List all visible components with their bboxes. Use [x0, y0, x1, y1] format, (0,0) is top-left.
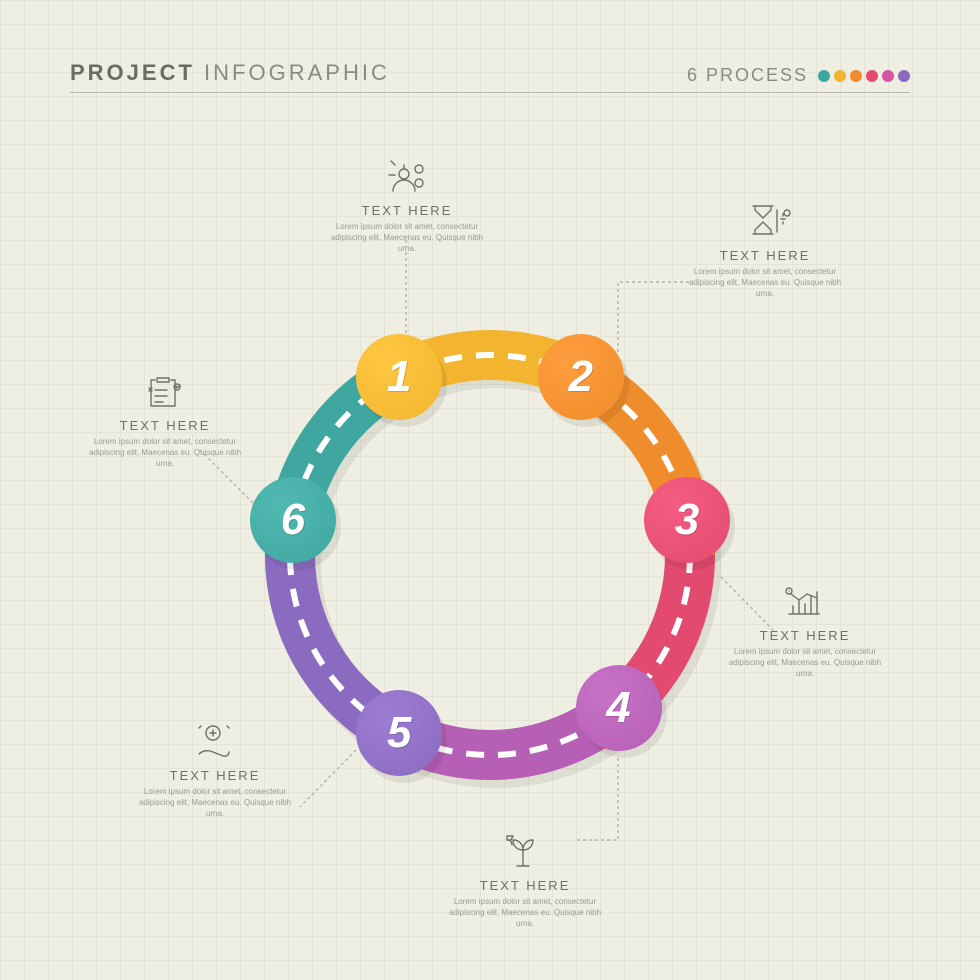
callout-body: Lorem ipsum dolor sit amet, consectetur … [680, 267, 850, 299]
hourglass-icon [680, 200, 850, 244]
callout-1: TEXT HERE Lorem ipsum dolor sit amet, con… [322, 155, 492, 254]
callout-4: TEXT HERE Lorem ipsum dolor sit amet, con… [440, 830, 610, 929]
callout-title: TEXT HERE [322, 203, 492, 218]
step-node-5: 5 [356, 690, 442, 776]
callout-body: Lorem ipsum dolor sit amet, consectetur … [130, 787, 300, 819]
callout-title: TEXT HERE [440, 878, 610, 893]
infographic-stage: 1 2 3 4 5 6 TEXT HERE Lorem ipsum dolor sit ame… [0, 0, 980, 980]
callout-6: TEXT HERE Lorem ipsum dolor sit amet, con… [80, 370, 250, 469]
connector-5 [300, 750, 356, 807]
callout-title: TEXT HERE [80, 418, 250, 433]
step-node-2: 2 [538, 334, 624, 420]
growth-chart-icon [720, 580, 890, 624]
callout-body: Lorem ipsum dolor sit amet, consectetur … [80, 437, 250, 469]
callout-body: Lorem ipsum dolor sit amet, consectetur … [720, 647, 890, 679]
callout-title: TEXT HERE [130, 768, 300, 783]
step-node-6: 6 [250, 477, 336, 563]
callout-body: Lorem ipsum dolor sit amet, consectetur … [440, 897, 610, 929]
step-node-4: 4 [576, 665, 662, 751]
callout-title: TEXT HERE [720, 628, 890, 643]
step-number: 1 [387, 352, 411, 402]
step-number: 2 [569, 352, 593, 402]
callout-5: TEXT HERE Lorem ipsum dolor sit amet, con… [130, 720, 300, 819]
callout-3: TEXT HERE Lorem ipsum dolor sit amet, con… [720, 580, 890, 679]
callout-title: TEXT HERE [680, 248, 850, 263]
step-node-1: 1 [356, 334, 442, 420]
step-number: 4 [606, 683, 630, 733]
clipboard-icon [80, 370, 250, 414]
callout-2: TEXT HERE Lorem ipsum dolor sit amet, con… [680, 200, 850, 299]
callout-body: Lorem ipsum dolor sit amet, consectetur … [322, 222, 492, 254]
step-node-3: 3 [644, 477, 730, 563]
step-number: 6 [281, 495, 305, 545]
step-number: 3 [675, 495, 699, 545]
analytics-icon [322, 155, 492, 199]
step-number: 5 [387, 708, 411, 758]
plant-icon [440, 830, 610, 874]
hand-coin-icon [130, 720, 300, 764]
